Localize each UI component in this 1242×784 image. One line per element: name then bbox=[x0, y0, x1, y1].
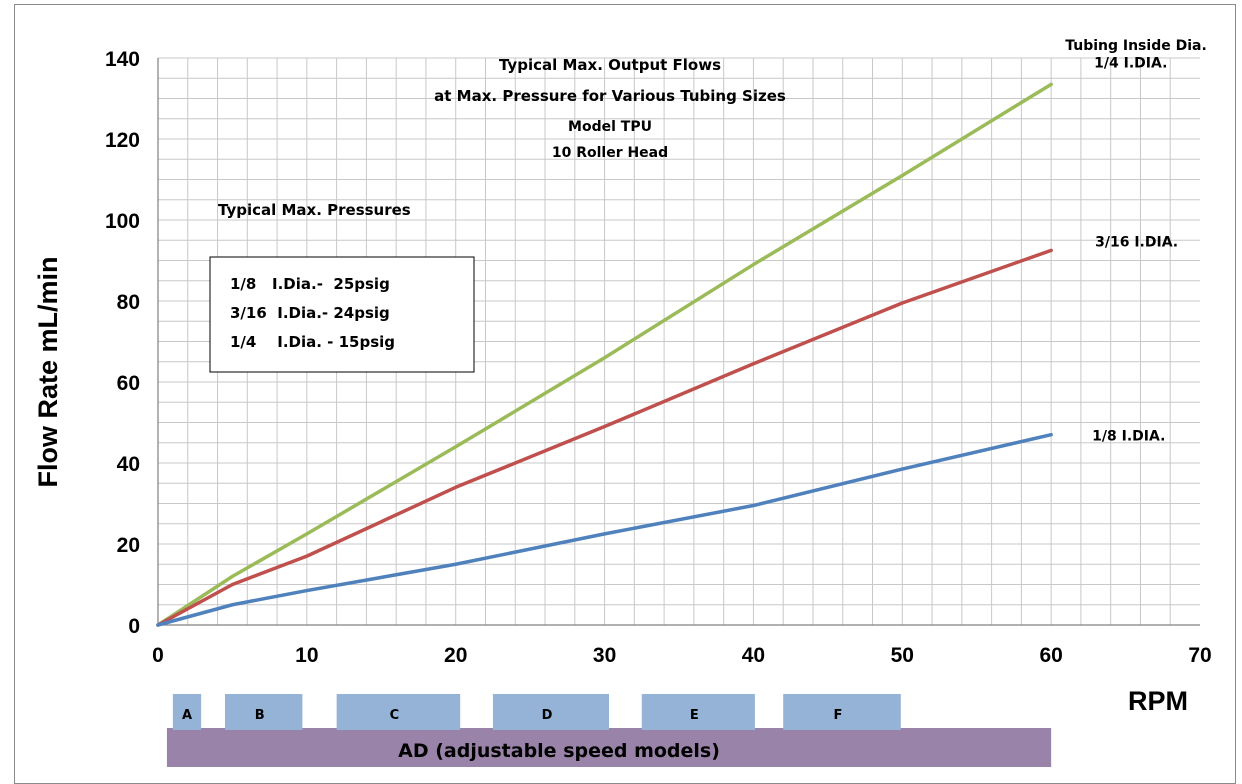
y-tick-label: 100 bbox=[105, 210, 140, 233]
speed-band-label: D bbox=[542, 708, 553, 723]
chart-title-line-2: at Max. Pressure for Various Tubing Size… bbox=[434, 87, 786, 105]
speed-band bbox=[172, 694, 202, 730]
speed-bands: AD (adjustable speed models) A B C D E F bbox=[166, 694, 1052, 767]
chart-title-line-3: Model TPU bbox=[568, 119, 652, 135]
range-bar-label: AD (adjustable speed models) bbox=[398, 740, 720, 762]
x-tick-label: 10 bbox=[295, 644, 318, 667]
axes bbox=[157, 58, 1200, 626]
series-label: 1/8 I.DIA. bbox=[1092, 429, 1165, 445]
x-tick-label: 40 bbox=[742, 644, 765, 667]
pressure-box-heading: Typical Max. Pressures bbox=[218, 201, 411, 219]
flow-rate-chart: 1/4 I.DIA. 3/16 I.DIA. 1/8 I.DIA. 0 10 20 30 4… bbox=[33, 38, 1212, 767]
y-tick-label: 40 bbox=[117, 453, 140, 476]
series-line bbox=[156, 82, 1053, 627]
y-tick-label: 60 bbox=[117, 372, 140, 395]
speed-band-label: B bbox=[255, 708, 265, 723]
y-tick-label: 140 bbox=[105, 48, 140, 71]
chart-title-line-1: Typical Max. Output Flows bbox=[499, 56, 721, 74]
x-tick-label: 30 bbox=[593, 644, 616, 667]
y-tick-label: 120 bbox=[105, 129, 140, 152]
pressure-line-2: 3/16 I.Dia.- 24psig bbox=[230, 304, 390, 322]
y-tick-label: 20 bbox=[117, 534, 140, 557]
y-tick-label: 80 bbox=[117, 291, 140, 314]
speed-band bbox=[492, 694, 610, 730]
speed-band bbox=[336, 694, 461, 730]
x-tick-label: 60 bbox=[1039, 644, 1062, 667]
speed-band bbox=[783, 694, 901, 730]
series-label: 1/4 I.DIA. bbox=[1094, 55, 1167, 71]
y-tick-label: 0 bbox=[128, 615, 140, 638]
pressure-box bbox=[209, 256, 475, 373]
pressure-line-3: 1/4 I.Dia. - 15psig bbox=[230, 333, 395, 351]
speed-band-label: A bbox=[182, 708, 192, 723]
speed-band bbox=[224, 694, 303, 730]
legend-title: Tubing Inside Dia. bbox=[1065, 38, 1207, 54]
speed-band-label: F bbox=[834, 708, 843, 723]
x-axis-title: RPM bbox=[1128, 686, 1188, 716]
speed-band bbox=[641, 694, 755, 730]
chart-title-line-4: 10 Roller Head bbox=[552, 145, 668, 161]
x-tick-label: 50 bbox=[891, 644, 914, 667]
y-axis-title: Flow Rate mL/min bbox=[33, 256, 63, 487]
series-label: 3/16 I.DIA. bbox=[1095, 234, 1178, 250]
x-tick-label: 70 bbox=[1188, 644, 1211, 667]
x-tick-label: 20 bbox=[444, 644, 467, 667]
series-line bbox=[156, 248, 1053, 627]
speed-band-label: E bbox=[690, 708, 699, 723]
tick-labels: 0 10 20 30 40 50 60 70 0 20 40 60 80 100 120 140 bbox=[105, 48, 1212, 667]
series-line bbox=[156, 432, 1053, 627]
speed-band-label: C bbox=[390, 708, 400, 723]
pressure-line-1: 1/8 I.Dia.- 25psig bbox=[230, 275, 390, 293]
series-lines: 1/4 I.DIA. 3/16 I.DIA. 1/8 I.DIA. bbox=[156, 55, 1178, 627]
range-bar bbox=[166, 728, 1052, 767]
x-tick-label: 0 bbox=[152, 644, 164, 667]
